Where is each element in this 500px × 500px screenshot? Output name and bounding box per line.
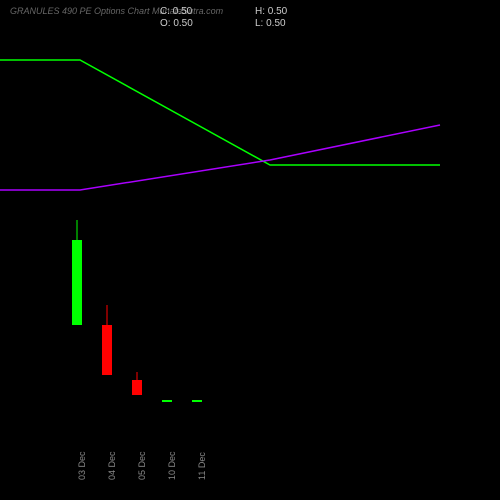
indicator-line-purple [0, 125, 440, 190]
x-tick-label: 10 Dec [167, 451, 177, 480]
x-tick-label: 05 Dec [137, 451, 147, 480]
x-axis-labels: 03 Dec 04 Dec 05 Dec 10 Dec 11 Dec [0, 440, 500, 490]
price-chart [0, 0, 500, 500]
indicator-line-green [0, 60, 440, 165]
x-tick-label: 11 Dec [197, 452, 207, 480]
x-tick-label: 03 Dec [77, 451, 87, 480]
candlestick-series [72, 220, 202, 402]
x-tick-label: 04 Dec [107, 451, 117, 480]
